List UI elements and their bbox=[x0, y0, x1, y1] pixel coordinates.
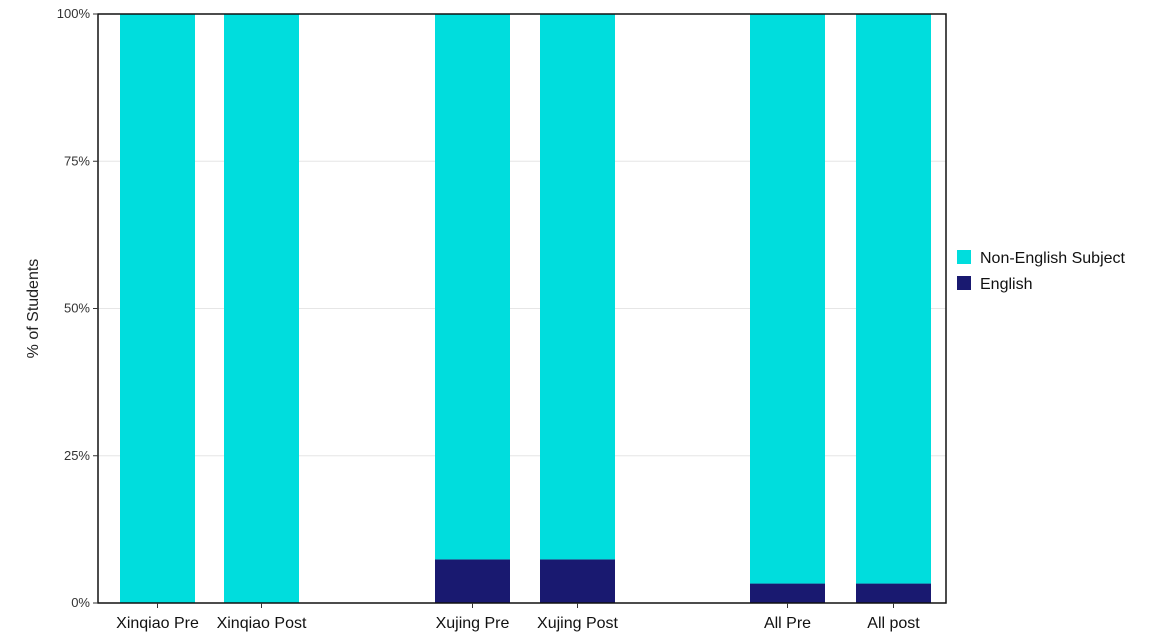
y-tick-label: 100% bbox=[57, 6, 91, 21]
y-tick-label: 25% bbox=[64, 448, 90, 463]
bar-non-english-subject bbox=[435, 14, 510, 560]
x-tick-label: Xujing Post bbox=[537, 615, 618, 632]
bar-english bbox=[750, 583, 825, 603]
x-tick-label: Xujing Pre bbox=[436, 615, 510, 632]
x-tick-label: All Pre bbox=[764, 615, 811, 632]
bar-english bbox=[856, 583, 931, 603]
legend-swatch bbox=[957, 250, 971, 264]
y-tick-label: 50% bbox=[64, 301, 90, 316]
y-tick-label: 75% bbox=[64, 153, 90, 168]
bars bbox=[120, 14, 931, 603]
x-tick-label: Xinqiao Pre bbox=[116, 615, 199, 632]
y-axis-ticks: 0% 25% 50% 75% 100% bbox=[57, 6, 98, 610]
bar-non-english-subject bbox=[750, 14, 825, 584]
legend-label: Non-English Subject bbox=[980, 250, 1126, 267]
y-axis-title: % of Students bbox=[25, 259, 42, 359]
legend-swatch bbox=[957, 276, 971, 290]
bar-english bbox=[540, 559, 615, 603]
bar-non-english-subject bbox=[120, 14, 195, 603]
bar-non-english-subject bbox=[540, 14, 615, 560]
bar-non-english-subject bbox=[856, 14, 931, 584]
bar-non-english-subject bbox=[224, 14, 299, 603]
x-axis-ticks: Xinqiao Pre Xinqiao Post Xujing Pre Xujing … bbox=[116, 603, 920, 632]
legend-label: English bbox=[980, 276, 1032, 293]
bar-english bbox=[435, 559, 510, 603]
x-tick-label: All post bbox=[867, 615, 920, 632]
legend: Non-English Subject English bbox=[957, 250, 1126, 293]
x-tick-label: Xinqiao Post bbox=[217, 615, 307, 632]
y-tick-label: 0% bbox=[71, 595, 90, 610]
